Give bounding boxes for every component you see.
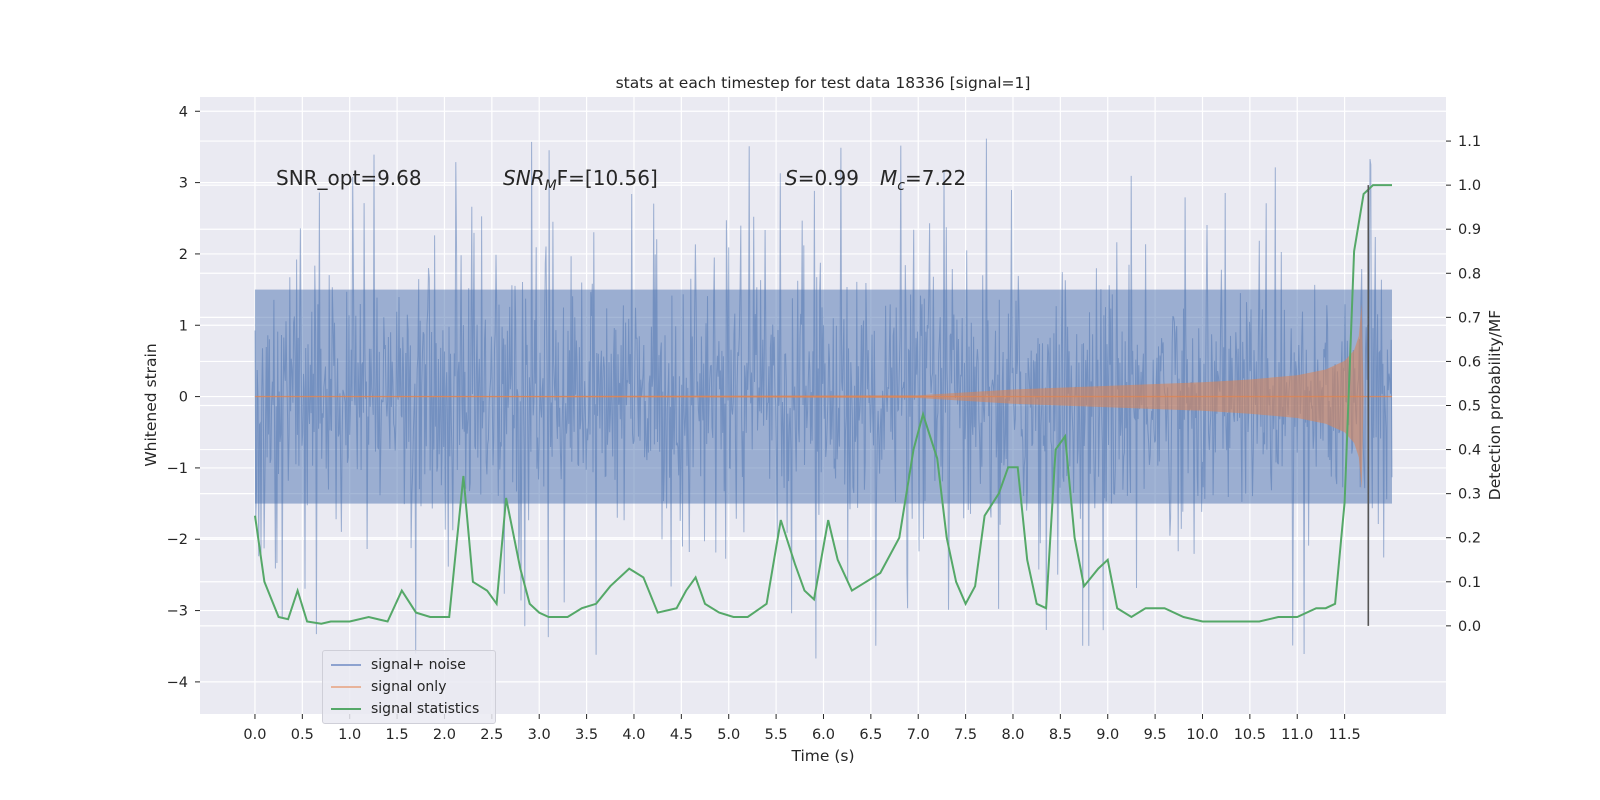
x-tick-label: 7.0 xyxy=(907,727,930,743)
x-tick-label: 7.5 xyxy=(954,727,977,743)
x-tick-label: 3.0 xyxy=(528,727,551,743)
y-tick-label: −2 xyxy=(167,532,188,548)
x-tick-label: 6.5 xyxy=(859,727,882,743)
x-tick-label: 4.0 xyxy=(622,727,645,743)
series-signal-statistics-line xyxy=(254,184,1392,625)
annotation-mc: Mc=7.22 xyxy=(880,166,966,194)
legend-swatch-signal-statistics xyxy=(331,708,361,710)
y-axis-right-label: Detection probability/MF xyxy=(1486,310,1504,501)
chart-title: stats at each timestep for test data 183… xyxy=(616,74,1031,92)
legend-label-signal-statistics: signal statistics xyxy=(371,701,480,717)
x-tick-label: 6.0 xyxy=(812,727,835,743)
x-tick-label: 11.0 xyxy=(1281,727,1313,743)
x-tick-label: 5.0 xyxy=(717,727,740,743)
y-right-tick-label: 0.2 xyxy=(1458,531,1481,547)
y-right-tick-label: 0.7 xyxy=(1458,310,1481,326)
x-axis-label: Time (s) xyxy=(790,747,854,765)
x-tick-label: 1.0 xyxy=(338,727,361,743)
annotation-snr-mf-rest: F=[10.56] xyxy=(557,166,658,190)
x-tick-label: 11.5 xyxy=(1328,727,1360,743)
x-tick-label: 2.0 xyxy=(433,727,456,743)
y-tick-label: 0 xyxy=(179,390,188,406)
annotation-mc-value: =7.22 xyxy=(905,166,966,190)
y-right-tick-label: 1.0 xyxy=(1458,178,1481,194)
y-axis-right-ticks: 0.0 0.1 0.2 0.3 0.4 0.5 0.6 0.7 0.8 0.9 1.0 1.1 xyxy=(1446,134,1481,635)
x-tick-label: 8.0 xyxy=(1001,727,1024,743)
y-tick-label: 2 xyxy=(179,247,188,263)
y-right-tick-label: 1.1 xyxy=(1458,134,1481,150)
series-signal-only xyxy=(254,303,1392,490)
y-right-tick-label: 0.4 xyxy=(1458,443,1481,459)
annotation-mc-sub: c xyxy=(897,178,905,194)
legend-item-signal-only: signal only xyxy=(331,677,446,697)
y-tick-label: 1 xyxy=(179,318,188,334)
y-tick-label: −3 xyxy=(167,604,188,620)
legend-label-signal-noise: signal+ noise xyxy=(371,657,466,673)
y-tick-label: −4 xyxy=(167,675,188,691)
annotation-mc-label: M xyxy=(880,166,897,190)
x-tick-label: 0.5 xyxy=(291,727,314,743)
series-signal-noise-line xyxy=(254,138,1393,659)
legend-swatch-signal-noise xyxy=(331,664,361,666)
annotation-s-label: S xyxy=(785,166,798,190)
legend-swatch-signal-only xyxy=(331,686,361,688)
x-tick-label: 2.5 xyxy=(480,727,503,743)
annotation-snr-mf-sub: M xyxy=(545,178,557,194)
legend-label-signal-only: signal only xyxy=(371,679,447,695)
y-right-tick-label: 0.0 xyxy=(1458,619,1481,635)
series-signal-statistics xyxy=(254,184,1392,625)
y-tick-label: 4 xyxy=(179,104,188,120)
x-axis-ticks: 0.0 0.5 1.0 1.5 2.0 2.5 3.0 3.5 4.0 4.5 5.0 5.5 6.0 6… xyxy=(243,714,1361,743)
annotation-s: S=0.99 xyxy=(785,166,859,190)
x-tick-label: 10.5 xyxy=(1234,727,1266,743)
legend: signal+ noise signal only signal statist… xyxy=(322,650,496,724)
annotation-snr-mf: SNRMF=[10.56] xyxy=(503,166,658,194)
x-tick-label: 5.5 xyxy=(765,727,788,743)
x-tick-label: 9.0 xyxy=(1096,727,1119,743)
y-tick-label: −1 xyxy=(167,461,188,477)
y-right-tick-label: 0.9 xyxy=(1458,222,1481,238)
x-tick-label: 4.5 xyxy=(670,727,693,743)
x-tick-label: 10.0 xyxy=(1186,727,1218,743)
annotation-snr-mf-label: SNR xyxy=(503,166,545,190)
x-tick-label: 9.5 xyxy=(1144,727,1167,743)
x-tick-label: 1.5 xyxy=(386,727,409,743)
y-right-tick-label: 0.6 xyxy=(1458,354,1481,370)
y-right-tick-label: 0.5 xyxy=(1458,399,1481,415)
y-right-tick-label: 0.3 xyxy=(1458,487,1481,503)
y-right-tick-label: 0.8 xyxy=(1458,266,1481,282)
y-axis-label: Whitened strain xyxy=(142,343,160,466)
y-axis-ticks: −4 −3 −2 −1 0 1 2 3 4 xyxy=(167,104,200,691)
legend-item-signal-noise: signal+ noise xyxy=(331,655,466,675)
x-tick-label: 0.0 xyxy=(243,727,266,743)
y-right-tick-label: 0.1 xyxy=(1458,575,1481,591)
annotation-snr-opt: SNR_opt=9.68 xyxy=(276,166,422,190)
x-tick-label: 3.5 xyxy=(575,727,598,743)
x-tick-label: 8.5 xyxy=(1049,727,1072,743)
legend-item-signal-statistics: signal statistics xyxy=(331,699,479,719)
annotation-s-value: =0.99 xyxy=(798,166,859,190)
y-tick-label: 3 xyxy=(179,176,188,192)
